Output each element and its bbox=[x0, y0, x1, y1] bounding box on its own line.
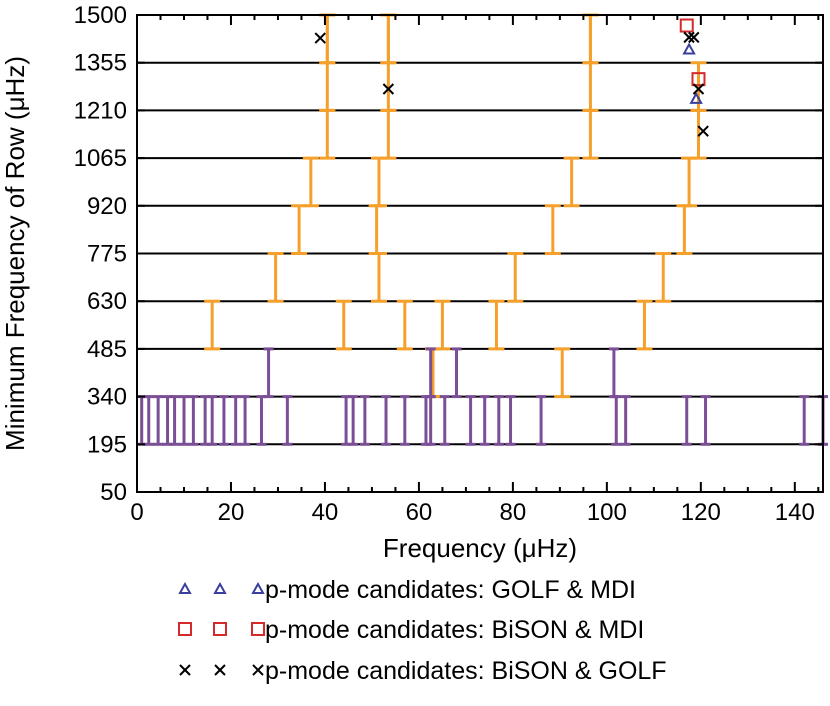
legend-label: p-mode candidates: BiSON & GOLF bbox=[265, 657, 667, 685]
point-series-1 bbox=[679, 18, 694, 33]
point-series-0 bbox=[682, 42, 696, 55]
legend: p-mode candidates: GOLF & MDI p-mode cand… bbox=[178, 576, 667, 685]
point-series-2-stroke-b bbox=[683, 31, 695, 44]
x-tick-label: 100 bbox=[587, 499, 627, 526]
x-tick-label: 140 bbox=[775, 499, 815, 526]
legend-label: p-mode candidates: BiSON & MDI bbox=[265, 616, 644, 644]
x-tick-label: 120 bbox=[681, 499, 721, 526]
y-tick-label: 1500 bbox=[74, 2, 127, 29]
point-series-2 bbox=[382, 83, 395, 95]
point-series-2 bbox=[688, 31, 700, 44]
legend-marker-0 bbox=[213, 581, 227, 594]
legend-marker-1 bbox=[251, 622, 265, 636]
point-series-2-stroke-b bbox=[314, 32, 326, 44]
y-axis-label: Minimum Frequency of Row (μHz) bbox=[0, 56, 30, 451]
y-tick-label: 775 bbox=[87, 241, 127, 268]
y-tick-label: 1355 bbox=[74, 50, 127, 77]
legend-marker-2-stroke-b bbox=[252, 664, 264, 676]
point-series-2-stroke-b bbox=[692, 83, 705, 95]
y-tick-label: 630 bbox=[87, 288, 127, 315]
x-axis-ticks: 0 20 40 60 80 100 120 140 bbox=[130, 15, 820, 526]
x-tick-label: 0 bbox=[130, 499, 143, 526]
y-tick-label: 50 bbox=[100, 479, 127, 506]
point-series-2-stroke-b bbox=[382, 83, 395, 95]
y-tick-label: 1210 bbox=[74, 97, 127, 124]
legend-marker-2-stroke-b bbox=[179, 664, 191, 676]
candidate-points bbox=[314, 18, 709, 137]
point-series-2 bbox=[692, 83, 705, 95]
point-series-0 bbox=[689, 91, 703, 104]
y-axis-ticks: 50 195 340 485 630 775 920 1065 1210 1355 1500 bbox=[74, 2, 823, 506]
legend-marker-2 bbox=[252, 664, 264, 676]
x-tick-label: 40 bbox=[312, 499, 339, 526]
row-gridlines bbox=[137, 61, 823, 446]
y-tick-label: 1065 bbox=[74, 145, 127, 172]
y-tick-label: 195 bbox=[87, 431, 127, 458]
legend-marker-0 bbox=[178, 581, 192, 594]
legend-marker-1 bbox=[213, 622, 227, 636]
legend-marker-2 bbox=[214, 664, 226, 676]
x-tick-label: 20 bbox=[218, 499, 245, 526]
legend-marker-2 bbox=[179, 664, 191, 676]
point-series-2-stroke-b bbox=[688, 31, 700, 44]
x-tick-label: 60 bbox=[406, 499, 433, 526]
point-series-2 bbox=[697, 125, 709, 137]
x-axis-label: Frequency (μHz) bbox=[383, 533, 577, 563]
purple-peak-markers bbox=[136, 347, 828, 446]
legend-marker-0 bbox=[251, 581, 265, 594]
point-series-1 bbox=[691, 72, 706, 87]
point-series-2 bbox=[314, 32, 326, 44]
legend-label: p-mode candidates: GOLF & MDI bbox=[265, 576, 636, 604]
point-series-2 bbox=[683, 31, 695, 44]
legend-marker-1 bbox=[178, 622, 192, 636]
y-tick-label: 920 bbox=[87, 193, 127, 220]
legend-marker-2-stroke-b bbox=[214, 664, 226, 676]
y-tick-label: 340 bbox=[87, 384, 127, 411]
x-tick-label: 80 bbox=[500, 499, 527, 526]
point-series-2-stroke-b bbox=[697, 125, 709, 137]
y-tick-label: 485 bbox=[87, 336, 127, 363]
